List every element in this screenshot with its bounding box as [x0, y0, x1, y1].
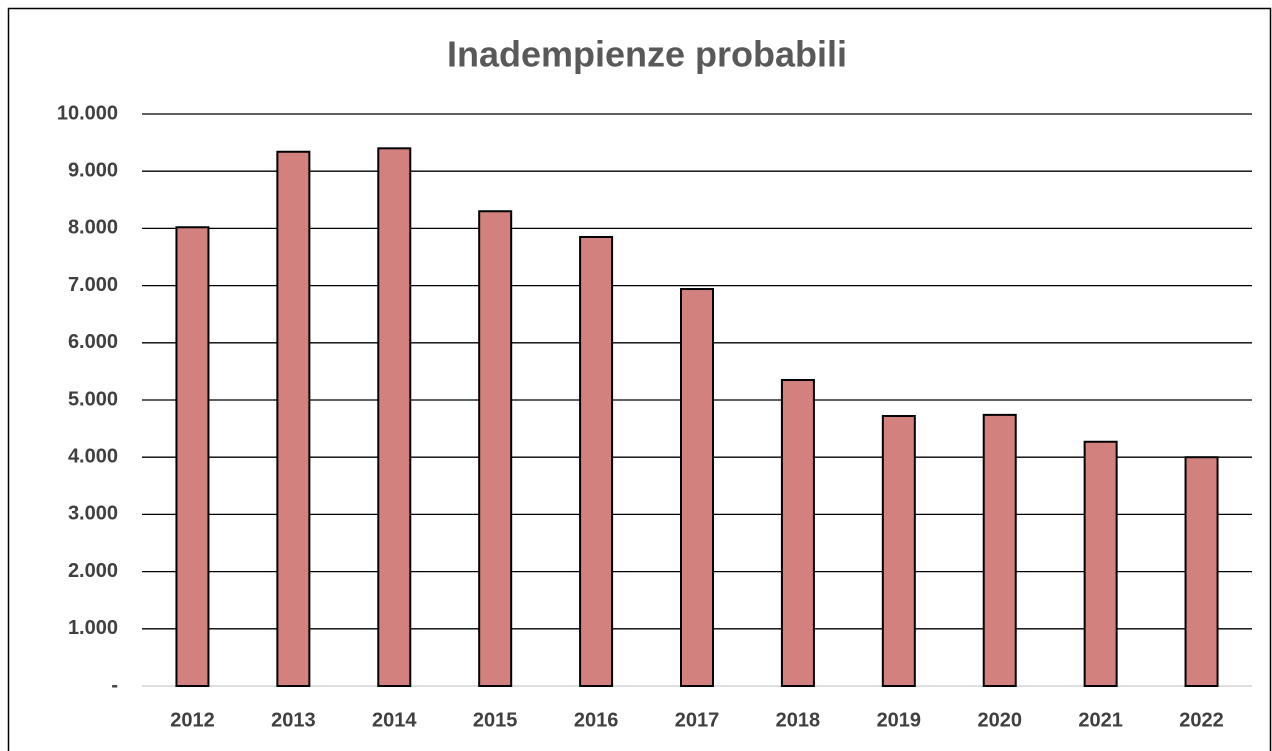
x-tick-label: 2017	[675, 709, 720, 731]
x-tick-label: 2020	[977, 709, 1022, 731]
bar	[780, 378, 815, 687]
x-tick-label: 2019	[877, 709, 922, 731]
y-tick-label: -	[111, 674, 118, 696]
bar	[680, 288, 714, 687]
y-tick-label: 4.000	[68, 445, 118, 467]
y-tick-label: 10.000	[57, 102, 118, 124]
bar	[881, 415, 916, 687]
bar	[982, 413, 1017, 687]
x-tick-label: 2015	[473, 709, 518, 731]
x-tick-label: 2021	[1078, 709, 1123, 731]
bar	[478, 210, 513, 688]
bar	[1184, 456, 1219, 688]
chart-title: Inadempienze probabili	[447, 34, 847, 75]
y-tick-label: 9.000	[68, 159, 118, 181]
y-tick-label: 2.000	[68, 560, 118, 582]
y-tick-label: 8.000	[68, 217, 118, 239]
x-tick-label: 2014	[372, 709, 417, 731]
bar	[1083, 440, 1118, 688]
bar	[175, 226, 210, 687]
x-tick-label: 2016	[574, 709, 619, 731]
x-tick-label: 2013	[271, 709, 316, 731]
y-tick-label: 1.000	[68, 617, 118, 639]
y-tick-label: 6.000	[68, 331, 118, 353]
x-tick-label: 2022	[1179, 709, 1224, 731]
x-tick-label: 2012	[170, 709, 215, 731]
bar	[377, 147, 412, 687]
y-tick-label: 3.000	[68, 503, 118, 525]
y-tick-label: 5.000	[68, 388, 118, 410]
bar	[276, 150, 311, 687]
x-tick-label: 2018	[776, 709, 821, 731]
y-tick-label: 7.000	[68, 274, 118, 296]
bar	[579, 235, 614, 687]
chart-frame	[7, 7, 1272, 751]
